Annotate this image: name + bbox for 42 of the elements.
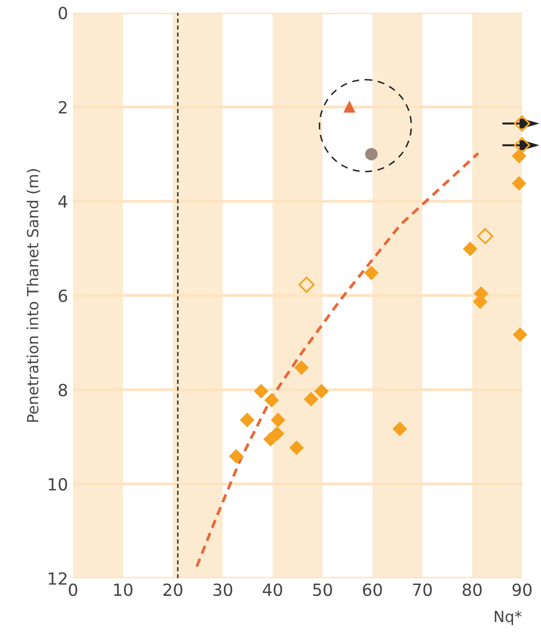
point [514,137,530,154]
x-tick-label: 80 [462,583,482,596]
point [477,228,494,244]
point [294,360,309,375]
x-tick-label: 0 [68,583,78,596]
y-tick-label: 8 [58,384,68,396]
y-tick-label: 6 [58,290,68,302]
point [298,276,315,293]
x-tick-label: 60 [362,583,382,596]
x-axis-title: Nq* [494,610,522,626]
line-series [195,152,480,568]
point [365,148,378,160]
point [228,448,244,464]
point [512,327,528,342]
point [254,384,268,398]
point [314,384,329,398]
x-tick-label: 10 [114,583,132,596]
point [462,242,478,256]
x-tick-label: 70 [413,583,432,596]
point [512,176,526,191]
point [289,440,304,456]
x-tick-label: 30 [213,583,232,596]
point [304,392,318,406]
point [364,266,379,280]
y-tick-label: 12 [48,572,67,585]
x-tick-label: 50 [313,583,332,596]
point [512,148,526,164]
x-tick-label: 40 [262,583,282,596]
point [264,392,279,408]
x-tick-label: 90 [512,583,532,596]
y-tick-label: 2 [58,100,67,114]
y-tick-label: 4 [58,195,68,208]
x-tick-label: 20 [163,583,182,596]
y-axis-title: Penetration into Thanet Sand (m) [26,169,40,422]
y-tick-label: 10 [48,478,68,491]
point [514,115,530,132]
y-tick-label: 0 [58,6,68,20]
point [343,100,356,113]
point [240,412,254,428]
point [270,412,286,428]
point [263,432,278,447]
point [392,422,408,436]
